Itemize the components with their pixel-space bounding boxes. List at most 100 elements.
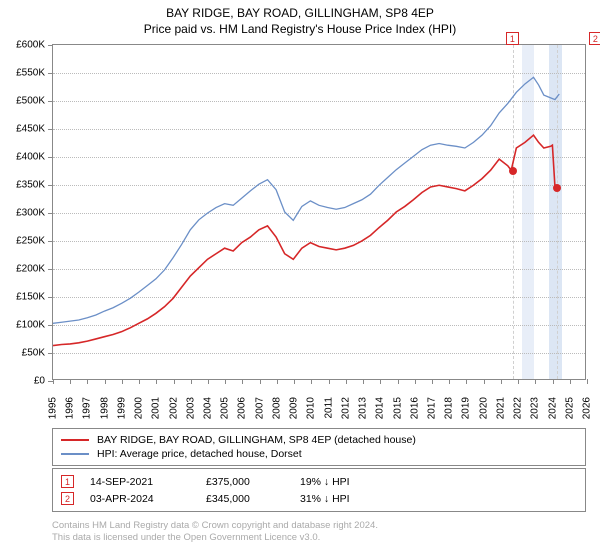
- x-axis-label: 2002: [168, 397, 179, 419]
- xtick: [156, 379, 157, 384]
- xtick: [587, 379, 588, 384]
- y-axis-label: £200K: [16, 264, 45, 275]
- xtick: [105, 379, 106, 384]
- footer-line2: This data is licensed under the Open Gov…: [52, 532, 586, 544]
- y-axis-label: £150K: [16, 292, 45, 303]
- series-hpi: [53, 77, 559, 323]
- x-axis-label: 1999: [116, 397, 127, 419]
- x-axis-label: 2006: [237, 397, 248, 419]
- sales-table: 1 14-SEP-2021 £375,000 19% ↓ HPI 2 03-APR-202…: [52, 468, 586, 512]
- xtick: [260, 379, 261, 384]
- x-axis-label: 2026: [582, 397, 593, 419]
- x-axis-label: 1996: [65, 397, 76, 419]
- x-axis-label: 2020: [478, 397, 489, 419]
- x-axis-label: 1997: [82, 397, 93, 419]
- sale-diff: 19% ↓ HPI: [300, 476, 360, 488]
- xtick: [53, 379, 54, 384]
- xtick: [191, 379, 192, 384]
- sale-row: 2 03-APR-2024 £345,000 31% ↓ HPI: [61, 490, 577, 507]
- xtick: [484, 379, 485, 384]
- y-axis-label: £550K: [16, 68, 45, 79]
- sale-price: £345,000: [206, 493, 284, 505]
- xtick: [294, 379, 295, 384]
- sale-marker-icon: 1: [61, 475, 74, 488]
- xtick: [518, 379, 519, 384]
- xtick: [570, 379, 571, 384]
- x-axis-label: 2017: [426, 397, 437, 419]
- x-axis-label: 2008: [271, 397, 282, 419]
- x-axis-label: 2011: [323, 397, 334, 419]
- legend-swatch: [61, 439, 89, 441]
- y-axis-label: £400K: [16, 152, 45, 163]
- legend-label: BAY RIDGE, BAY ROAD, GILLINGHAM, SP8 4EP…: [97, 434, 416, 446]
- xtick: [415, 379, 416, 384]
- xtick: [225, 379, 226, 384]
- footer-line1: Contains HM Land Registry data © Crown c…: [52, 520, 586, 532]
- legend-label: HPI: Average price, detached house, Dors…: [97, 448, 302, 460]
- xtick: [208, 379, 209, 384]
- legend: BAY RIDGE, BAY ROAD, GILLINGHAM, SP8 4EP…: [52, 428, 586, 466]
- xtick: [449, 379, 450, 384]
- series-price_paid: [53, 135, 555, 345]
- xtick: [87, 379, 88, 384]
- x-axis-label: 2003: [185, 397, 196, 419]
- y-axis-label: £500K: [16, 96, 45, 107]
- plot-area: £0£50K£100K£150K£200K£250K£300K£350K£400…: [52, 44, 586, 380]
- legend-item: BAY RIDGE, BAY ROAD, GILLINGHAM, SP8 4EP…: [61, 433, 577, 447]
- x-axis-label: 2004: [203, 397, 214, 419]
- chart-title: BAY RIDGE, BAY ROAD, GILLINGHAM, SP8 4EP: [0, 6, 600, 20]
- x-axis-label: 2018: [444, 397, 455, 419]
- sale-date: 03-APR-2024: [90, 493, 190, 505]
- x-axis-label: 2025: [564, 397, 575, 419]
- x-axis-label: 2007: [254, 397, 265, 419]
- footer-attribution: Contains HM Land Registry data © Crown c…: [52, 520, 586, 545]
- x-axis-label: 2024: [547, 397, 558, 419]
- xtick: [553, 379, 554, 384]
- x-axis-label: 2015: [392, 397, 403, 419]
- x-axis-label: 2000: [134, 397, 145, 419]
- x-axis-label: 2021: [495, 397, 506, 419]
- x-axis-label: 1998: [99, 397, 110, 419]
- xtick: [139, 379, 140, 384]
- sale-price: £375,000: [206, 476, 284, 488]
- legend-item: HPI: Average price, detached house, Dors…: [61, 447, 577, 461]
- xtick: [122, 379, 123, 384]
- xtick: [174, 379, 175, 384]
- chart-lines: [53, 45, 585, 379]
- xtick: [380, 379, 381, 384]
- sale-date: 14-SEP-2021: [90, 476, 190, 488]
- x-axis-label: 2023: [530, 397, 541, 419]
- xtick: [242, 379, 243, 384]
- x-axis-label: 2009: [289, 397, 300, 419]
- y-axis-label: £450K: [16, 124, 45, 135]
- sale-marker-icon: 2: [61, 492, 74, 505]
- x-axis-label: 2012: [340, 397, 351, 419]
- xtick: [501, 379, 502, 384]
- y-axis-label: £50K: [22, 348, 45, 359]
- xtick: [432, 379, 433, 384]
- y-axis-label: £300K: [16, 208, 45, 219]
- xtick: [70, 379, 71, 384]
- xtick: [535, 379, 536, 384]
- xtick: [466, 379, 467, 384]
- x-axis-label: 2016: [409, 397, 420, 419]
- sale-diff: 31% ↓ HPI: [300, 493, 360, 505]
- marker-label: 2: [589, 32, 600, 45]
- x-axis-label: 2010: [306, 397, 317, 419]
- legend-swatch: [61, 453, 89, 455]
- x-axis-label: 2022: [513, 397, 524, 419]
- y-axis-label: £600K: [16, 40, 45, 51]
- y-axis-label: £350K: [16, 180, 45, 191]
- xtick: [311, 379, 312, 384]
- x-axis-label: 2014: [375, 397, 386, 419]
- x-axis-label: 2013: [358, 397, 369, 419]
- xtick: [277, 379, 278, 384]
- xtick: [346, 379, 347, 384]
- marker-label: 1: [506, 32, 519, 45]
- xtick: [398, 379, 399, 384]
- y-axis-label: £100K: [16, 320, 45, 331]
- y-axis-label: £0: [34, 376, 45, 387]
- xtick: [329, 379, 330, 384]
- x-axis-label: 1995: [48, 397, 59, 419]
- y-axis-label: £250K: [16, 236, 45, 247]
